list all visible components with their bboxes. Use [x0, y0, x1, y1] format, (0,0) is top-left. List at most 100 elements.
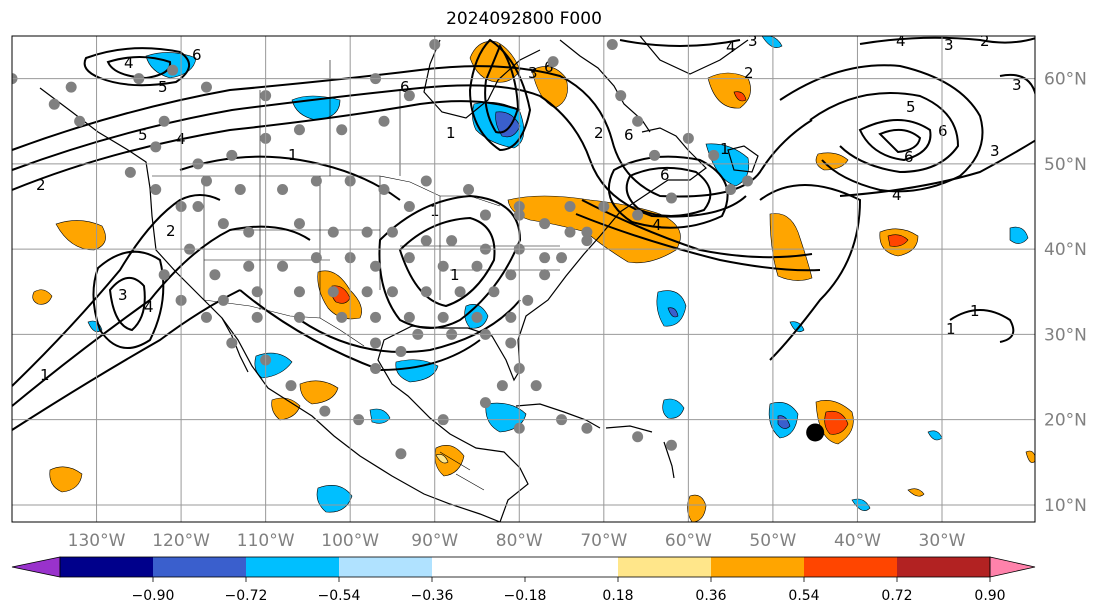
longitude-label: 40°W — [834, 531, 881, 551]
gulf-and-east-coast — [377, 127, 707, 522]
station-point — [361, 286, 373, 298]
station-point — [378, 115, 390, 127]
longitude-label: 50°W — [749, 531, 796, 551]
longitude-label: 90°W — [411, 531, 458, 551]
colorbar-segment — [60, 557, 153, 577]
contour-line — [878, 128, 922, 154]
station-point — [209, 269, 221, 281]
graticule — [12, 36, 1035, 522]
contour-line — [575, 213, 821, 272]
colorbar-segment — [711, 557, 804, 577]
hudson-bay-coast — [423, 39, 541, 119]
station-point — [192, 201, 204, 213]
station-point — [665, 439, 677, 451]
longitude-label: 110°W — [237, 531, 295, 551]
colorbar-tick-label: 0.90 — [974, 588, 1005, 604]
station-point — [293, 124, 305, 136]
station-point — [403, 311, 415, 323]
contour-label: 1 — [450, 266, 460, 284]
colorbar-segment — [339, 557, 432, 577]
colorbar-tick-label: 0.36 — [695, 588, 726, 604]
contour-label: 1 — [40, 366, 50, 384]
station-point — [488, 286, 500, 298]
station-point — [327, 286, 339, 298]
negative-anomaly — [662, 398, 685, 419]
colorbar-segment — [432, 557, 525, 577]
station-point — [496, 380, 508, 392]
longitude-label: 30°W — [919, 531, 966, 551]
colorbar-tick-label: 0.18 — [602, 588, 633, 604]
contour-line — [809, 92, 960, 174]
station-point — [420, 175, 432, 187]
station-point — [386, 226, 398, 238]
latitude-labels: 10°N 20°N 30°N 40°N 50°N 60°N — [1044, 70, 1087, 516]
station-point — [243, 226, 255, 238]
positive-anomaly — [1025, 450, 1035, 463]
contour-label: 1 — [970, 302, 980, 320]
station-point — [336, 311, 348, 323]
station-point — [539, 252, 551, 264]
station-point — [725, 183, 737, 195]
station-point — [742, 175, 754, 187]
contour-line — [619, 39, 741, 47]
station-point — [420, 235, 432, 247]
contour-line — [839, 139, 1035, 197]
contour-label: 3 — [118, 286, 128, 304]
contour-line — [12, 225, 311, 407]
greenland-coast — [639, 36, 749, 75]
contour-label: 2 — [980, 32, 990, 50]
colorbar-tick-label: 0.72 — [881, 588, 912, 604]
colorbar-tick-label: −0.54 — [318, 588, 361, 604]
station-point — [539, 218, 551, 230]
map-title: 2024092800 F000 — [446, 9, 602, 29]
station-point — [556, 252, 568, 264]
contour-label: 4 — [896, 32, 906, 50]
station-point — [277, 183, 289, 195]
contour-label: 1 — [720, 140, 730, 158]
longitude-label: 100°W — [321, 531, 379, 551]
latitude-label: 50°N — [1044, 155, 1087, 175]
contour-label: 6 — [938, 122, 948, 140]
negative-anomaly — [789, 321, 805, 333]
contour-line — [581, 199, 813, 259]
contour-label: 5 — [138, 126, 148, 144]
station-point — [564, 201, 576, 213]
station-point — [370, 337, 382, 349]
colorbar-labels: −0.90 −0.72 −0.54 −0.36 −0.18 0.18 0.36 0.54 0.7… — [132, 588, 1006, 604]
contour-label: 6 — [624, 126, 634, 144]
station-point — [226, 149, 238, 161]
contour-label: 3 — [990, 142, 1000, 160]
contour-line — [12, 100, 521, 191]
station-point — [217, 218, 229, 230]
station-point — [293, 286, 305, 298]
contour-line — [858, 119, 932, 162]
storm-marker — [806, 423, 825, 442]
contour-label: 6 — [904, 148, 914, 166]
contour-label: 4 — [652, 216, 662, 234]
cuba — [515, 403, 601, 429]
hispaniola — [605, 425, 653, 433]
contour-line — [484, 43, 520, 134]
colorbar-extend-min — [11, 556, 61, 578]
station-point — [200, 175, 212, 187]
latitude-label: 10°N — [1044, 496, 1087, 516]
station-point — [319, 405, 331, 417]
contour-label: 6 — [544, 58, 554, 76]
strong-negative-anomaly — [777, 415, 791, 429]
colorbar-segment — [246, 557, 339, 577]
contour-label: 3 — [528, 64, 538, 82]
contour-label: 5 — [906, 98, 916, 116]
station-point — [124, 166, 136, 178]
strong-positive-anomaly — [733, 91, 747, 102]
longitude-label: 80°W — [496, 531, 543, 551]
contour-line — [12, 65, 813, 198]
contour-line — [83, 47, 190, 87]
latitude-label: 20°N — [1044, 411, 1087, 431]
station-point — [463, 183, 475, 195]
station-point — [361, 226, 373, 238]
station-point — [471, 260, 483, 272]
negative-anomaly — [1009, 226, 1029, 244]
map-panel: 4 6 5 4 5 1 6 1 3 6 2 6 6 4 2 4 3 4 3 2 … — [12, 32, 1035, 522]
contour-label: 4 — [124, 54, 134, 72]
latitude-label: 40°N — [1044, 240, 1087, 260]
